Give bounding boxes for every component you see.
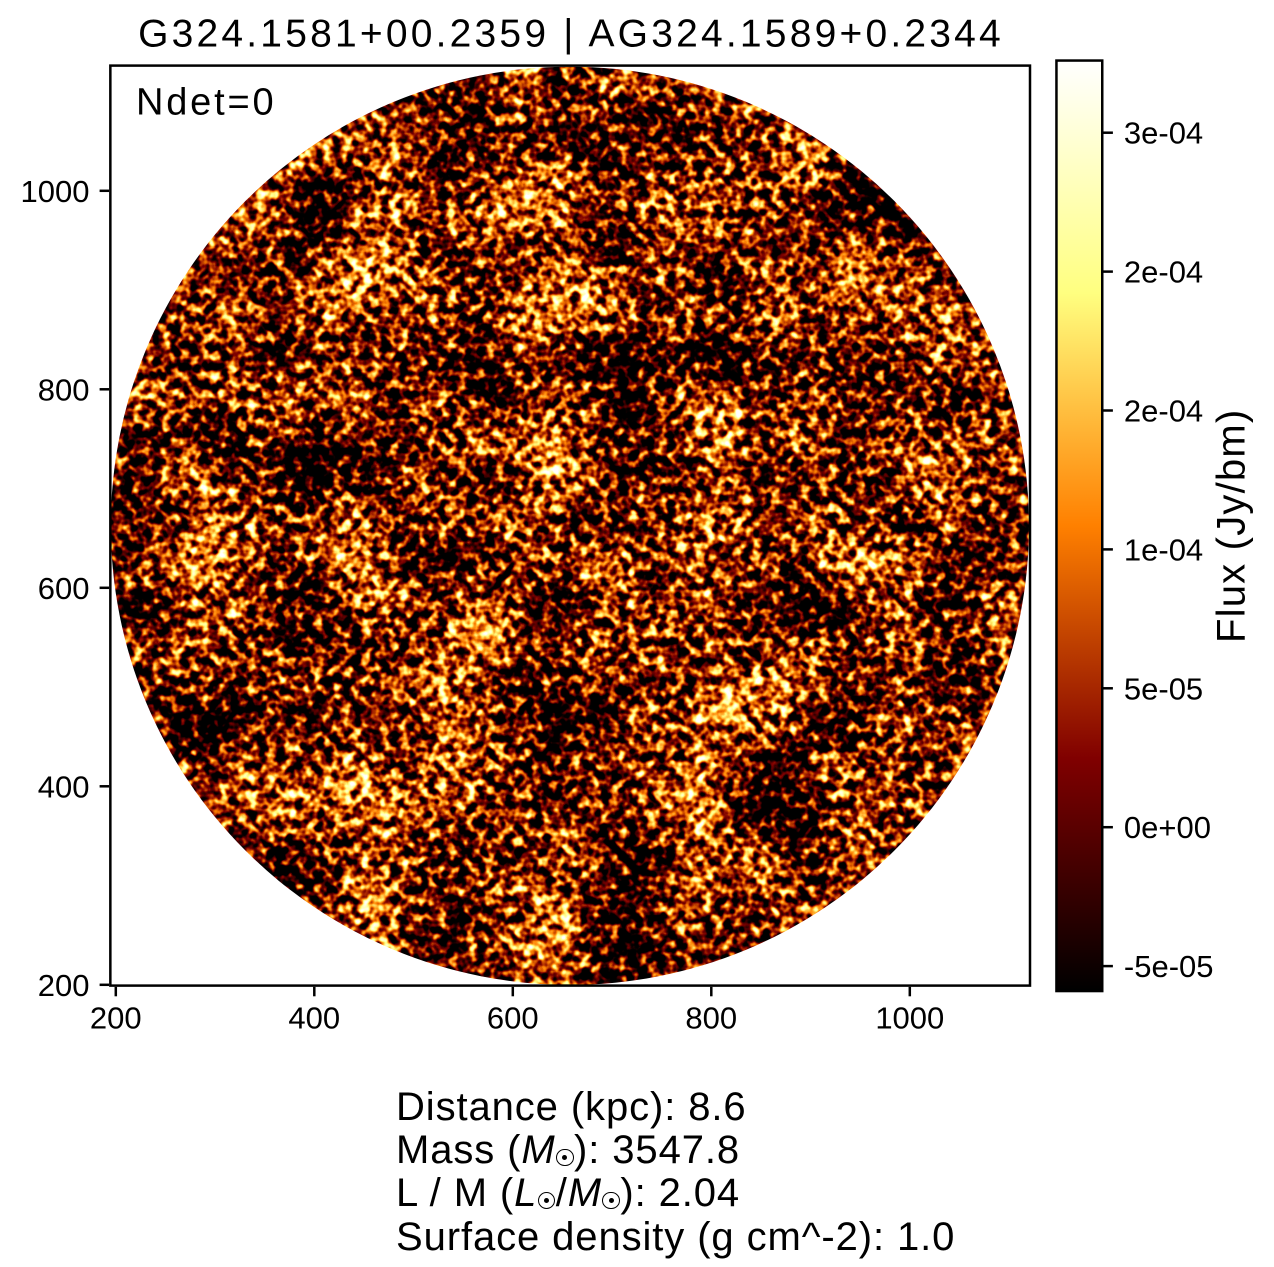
svg-text:800: 800 <box>38 372 90 407</box>
svg-text:1000: 1000 <box>875 1001 944 1036</box>
svg-text:2e-04: 2e-04 <box>1124 255 1203 290</box>
svg-text:1e-04: 1e-04 <box>1124 532 1203 567</box>
svg-text:3e-04: 3e-04 <box>1124 116 1203 151</box>
svg-text:800: 800 <box>685 1001 737 1036</box>
svg-text:2e-04: 2e-04 <box>1124 394 1203 429</box>
svg-text:600: 600 <box>487 1001 539 1036</box>
svg-text:400: 400 <box>38 769 90 804</box>
svg-text:1000: 1000 <box>21 174 90 209</box>
svg-text:Ndet=0: Ndet=0 <box>136 82 276 124</box>
svg-text:Flux (Jy/bm): Flux (Jy/bm) <box>1210 409 1254 643</box>
svg-text:5e-05: 5e-05 <box>1124 671 1203 706</box>
svg-text:600: 600 <box>38 571 90 606</box>
svg-text:400: 400 <box>288 1001 340 1036</box>
svg-text:200: 200 <box>38 968 90 1003</box>
svg-text:0e+00: 0e+00 <box>1124 810 1211 845</box>
svg-text:G324.1581+00.2359 | AG324.1589: G324.1581+00.2359 | AG324.1589+0.2344 <box>138 13 1004 56</box>
svg-text:200: 200 <box>90 1001 142 1036</box>
svg-text:-5e-05: -5e-05 <box>1124 949 1214 984</box>
